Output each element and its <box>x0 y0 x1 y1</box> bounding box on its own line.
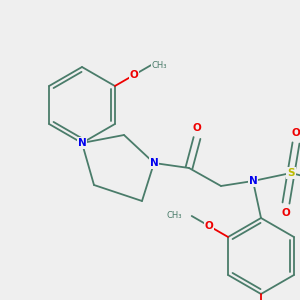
Text: N: N <box>249 176 257 186</box>
Text: N: N <box>78 138 86 148</box>
Text: O: O <box>282 208 290 218</box>
Text: CH₃: CH₃ <box>166 212 182 220</box>
Text: O: O <box>193 123 201 133</box>
Text: O: O <box>205 221 213 231</box>
Text: N: N <box>78 138 86 148</box>
Text: O: O <box>292 128 300 138</box>
Text: O: O <box>130 70 138 80</box>
Text: CH₃: CH₃ <box>152 61 167 70</box>
Text: S: S <box>287 168 295 178</box>
Text: N: N <box>150 158 158 168</box>
